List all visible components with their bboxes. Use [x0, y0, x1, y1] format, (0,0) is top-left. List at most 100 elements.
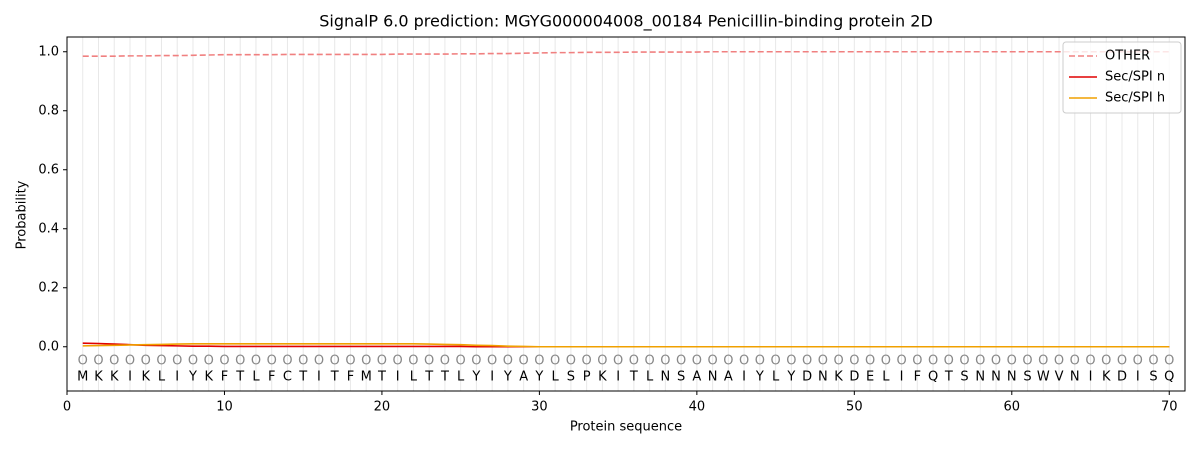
predicted-label: O	[944, 354, 954, 369]
residue: I	[1089, 370, 1093, 385]
predicted-label: O	[156, 354, 166, 369]
predicted-label: O	[660, 354, 670, 369]
predicted-label: O	[1101, 354, 1111, 369]
residue: S	[1023, 370, 1031, 385]
residue: Q	[928, 370, 938, 385]
residue: W	[1037, 370, 1050, 385]
residue: F	[221, 370, 228, 385]
residue: I	[396, 370, 400, 385]
predicted-label: O	[849, 354, 859, 369]
legend-label: OTHER	[1105, 49, 1150, 64]
predicted-label: O	[235, 354, 245, 369]
residue: M	[361, 370, 372, 385]
residue: A	[519, 370, 528, 385]
plot-frame	[66, 36, 1186, 392]
predicted-label: O	[833, 354, 843, 369]
series-line	[82, 342, 1170, 348]
predicted-label: O	[928, 354, 938, 369]
y-axis-label: Probability	[15, 180, 30, 249]
predicted-label: O	[1054, 354, 1064, 369]
predicted-label: O	[267, 354, 277, 369]
residue: Q	[1164, 370, 1174, 385]
predicted-label: O	[645, 354, 655, 369]
residue: I	[1136, 370, 1140, 385]
predicted-label: O	[330, 354, 340, 369]
residue: M	[77, 370, 88, 385]
predicted-label: O	[723, 354, 733, 369]
predicted-label: O	[519, 354, 529, 369]
predicted-label: O	[629, 354, 639, 369]
residue: N	[818, 370, 828, 385]
predicted-label: O	[125, 354, 135, 369]
residue: I	[742, 370, 746, 385]
predicted-label: O	[251, 354, 261, 369]
predicted-label: O	[739, 354, 749, 369]
residue: T	[377, 370, 386, 385]
residue: S	[677, 370, 685, 385]
predicted-label: O	[1164, 354, 1174, 369]
predicted-label: O	[692, 354, 702, 369]
residue: K	[834, 370, 843, 385]
predicted-label: O	[204, 354, 214, 369]
residue: K	[204, 370, 213, 385]
predicted-label: O	[550, 354, 560, 369]
predicted-label: O	[440, 354, 450, 369]
residue: A	[692, 370, 701, 385]
predicted-label: O	[786, 354, 796, 369]
residue: Y	[755, 370, 764, 385]
y-tick-label: 0.6	[38, 162, 59, 177]
y-tick-label: 0.0	[38, 339, 59, 354]
residue: T	[330, 370, 339, 385]
predicted-label: O	[1117, 354, 1127, 369]
residue: N	[1070, 370, 1080, 385]
residue: E	[866, 370, 874, 385]
residue: I	[175, 370, 179, 385]
residue: I	[490, 370, 494, 385]
residue: K	[110, 370, 119, 385]
residue: T	[298, 370, 307, 385]
residue: K	[141, 370, 150, 385]
predicted-label: O	[676, 354, 686, 369]
predicted-label: O	[1085, 354, 1095, 369]
predicted-label: O	[298, 354, 308, 369]
x-tick-label: 0	[63, 400, 71, 415]
residue: Y	[503, 370, 512, 385]
predicted-label: O	[393, 354, 403, 369]
residue: N	[1007, 370, 1017, 385]
predicted-label: O	[93, 354, 103, 369]
residue: P	[583, 370, 591, 385]
predicted-label: O	[755, 354, 765, 369]
residue: L	[772, 370, 780, 385]
predicted-label: O	[597, 354, 607, 369]
predicted-label: O	[959, 354, 969, 369]
predicted-label: O	[881, 354, 891, 369]
residue: I	[900, 370, 904, 385]
predicted-label: O	[534, 354, 544, 369]
residue: I	[616, 370, 620, 385]
x-tick-label: 50	[846, 400, 863, 415]
residue: D	[802, 370, 812, 385]
residue: F	[268, 370, 275, 385]
residue: Y	[471, 370, 480, 385]
residue: C	[283, 370, 292, 385]
y-tick-label: 0.4	[38, 221, 59, 236]
predicted-label: O	[487, 354, 497, 369]
residue: S	[567, 370, 575, 385]
predicted-label: O	[770, 354, 780, 369]
predicted-label: O	[1038, 354, 1048, 369]
residue: N	[975, 370, 985, 385]
residue: S	[960, 370, 968, 385]
residue: N	[708, 370, 718, 385]
residue: T	[944, 370, 953, 385]
predicted-label: O	[707, 354, 717, 369]
x-tick-label: 30	[531, 400, 548, 415]
residue: D	[849, 370, 859, 385]
predicted-label: O	[424, 354, 434, 369]
residue: K	[598, 370, 607, 385]
predicted-label: O	[345, 354, 355, 369]
predicted-label: O	[865, 354, 875, 369]
x-tick-label: 40	[689, 400, 706, 415]
x-tick-label: 70	[1161, 400, 1178, 415]
residue: F	[914, 370, 921, 385]
legend-label: Sec/SPI h	[1105, 91, 1165, 106]
